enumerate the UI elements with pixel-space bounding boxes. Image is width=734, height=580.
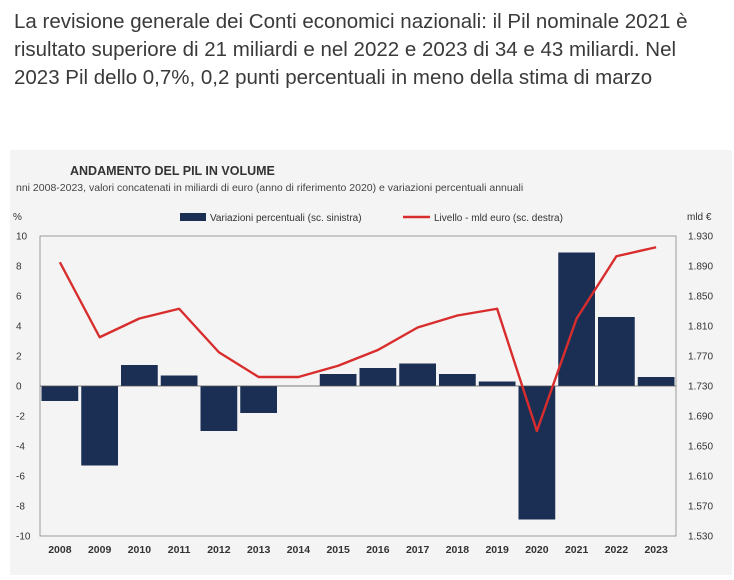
left-tick-label: 2 [16, 352, 22, 363]
x-tick-label: 2012 [207, 544, 231, 556]
right-tick-label: 1.730 [688, 382, 713, 393]
bar-2022 [598, 317, 635, 386]
legend-bar-label: Variazioni percentuali (sc. sinistra) [210, 213, 362, 224]
bar-2019 [478, 381, 516, 386]
right-tick-label: 1.610 [688, 472, 713, 483]
bar-2011 [160, 375, 198, 386]
bar-2013 [240, 386, 277, 413]
left-axis-unit: % [13, 212, 22, 223]
x-tick-label: 2020 [525, 544, 549, 556]
bar-2009 [81, 386, 118, 466]
left-tick-label: 0 [16, 382, 22, 393]
left-tick-label: -4 [16, 442, 25, 453]
x-tick-label: 2008 [48, 544, 72, 556]
legend-line-label: Livello - mld euro (sc. destra) [434, 213, 563, 224]
bar-2012 [200, 386, 238, 431]
x-tick-label: 2021 [565, 544, 589, 556]
x-tick-label: 2013 [247, 544, 271, 556]
right-axis-unit: mld € [687, 212, 712, 223]
right-tick-label: 1.690 [688, 412, 713, 423]
right-tick-label: 1.770 [688, 352, 713, 363]
left-tick-label: 10 [16, 232, 28, 243]
x-tick-label: 2010 [128, 544, 152, 556]
x-tick-label: 2023 [644, 544, 668, 556]
x-tick-label: 2018 [446, 544, 470, 556]
bar-2017 [399, 363, 436, 386]
bar-2010 [121, 365, 158, 386]
x-tick-label: 2015 [326, 544, 350, 556]
right-tick-label: 1.570 [688, 502, 713, 513]
x-tick-label: 2016 [366, 544, 390, 556]
left-tick-label: -8 [16, 502, 25, 513]
right-tick-label: 1.890 [688, 262, 713, 273]
left-tick-label: 8 [16, 262, 22, 273]
legend-bar-swatch [180, 213, 206, 221]
bar-2023 [637, 377, 675, 386]
x-tick-label: 2014 [287, 544, 311, 556]
chart-title: ANDAMENTO DEL PIL IN VOLUME [70, 164, 275, 178]
chart-subtitle: nni 2008-2023, valori concatenati in mil… [16, 182, 524, 194]
bar-2015 [319, 374, 357, 386]
x-tick-label: 2017 [406, 544, 430, 556]
bar-2018 [439, 374, 476, 386]
headline: La revisione generale dei Conti economic… [14, 10, 688, 89]
left-tick-label: 4 [16, 322, 22, 333]
level-line [58, 246, 657, 433]
right-tick-label: 1.650 [688, 442, 713, 453]
bar-2008 [41, 386, 79, 401]
right-tick-label: 1.850 [688, 292, 713, 303]
right-tick-label: 1.530 [688, 532, 713, 543]
x-tick-label: 2022 [605, 544, 629, 556]
left-tick-label: -10 [16, 532, 31, 543]
x-tick-label: 2019 [485, 544, 509, 556]
left-tick-label: -6 [16, 472, 25, 483]
legend: Variazioni percentuali (sc. sinistra) Li… [180, 213, 563, 224]
x-tick-label: 2011 [168, 544, 191, 556]
left-tick-label: -2 [16, 412, 25, 423]
left-tick-label: 6 [16, 292, 22, 303]
bar-2016 [359, 368, 397, 386]
pil-chart: Variazioni percentuali (sc. sinistra) Li… [13, 212, 713, 556]
bar-2020 [518, 386, 556, 520]
right-tick-label: 1.810 [688, 322, 713, 333]
chart-panel: ANDAMENTO DEL PIL IN VOLUME nni 2008-202… [10, 150, 732, 575]
x-tick-label: 2009 [88, 544, 112, 556]
right-tick-label: 1.930 [688, 232, 713, 243]
